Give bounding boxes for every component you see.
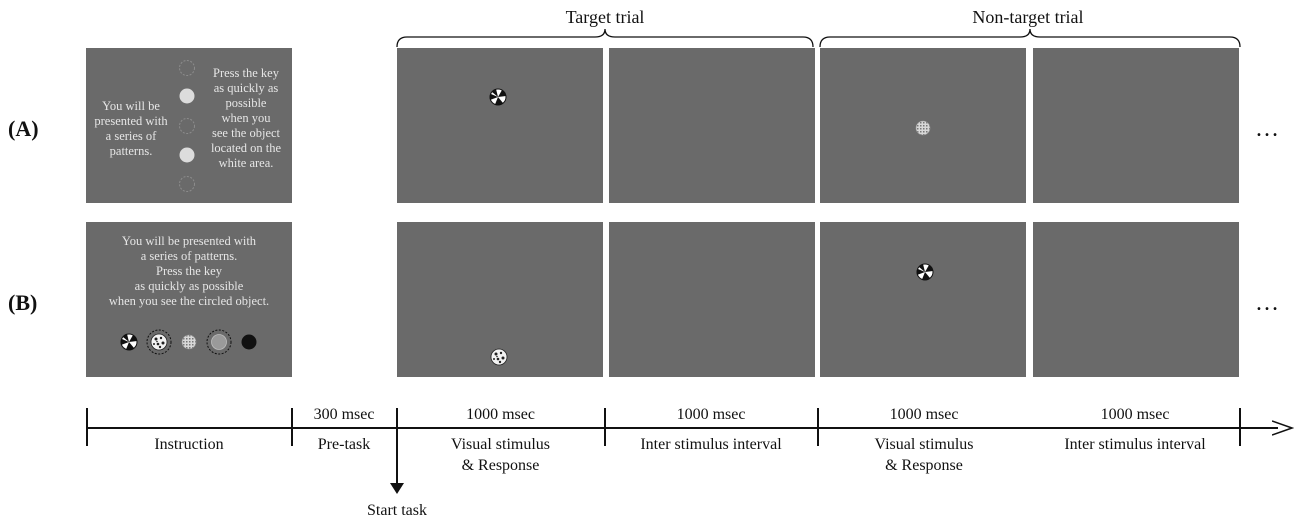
timeline-tick <box>817 408 819 446</box>
row-a-label: (A) <box>8 116 39 141</box>
timeline-tick <box>86 408 88 446</box>
target-trial-label: Target trial <box>565 7 645 27</box>
speckle-stimulus <box>490 348 508 366</box>
row-b-ellipsis: … <box>1255 290 1280 316</box>
timeline-tick <box>1239 408 1241 446</box>
instruction-a-right-text: Press the key as quickly as possible whe… <box>210 66 282 170</box>
hatched-stimulus <box>915 120 931 136</box>
nontarget-trial-label: Non-target trial <box>972 7 1084 27</box>
a-nontarget-isi-panel <box>1033 48 1239 203</box>
duration-label: 1000 msec <box>676 406 746 423</box>
b-nontarget-isi-panel <box>1033 222 1239 377</box>
segment-label-isi: Inter stimulus interval <box>640 436 782 453</box>
timeline-tick <box>604 408 606 446</box>
pinwheel-stimulus <box>916 263 934 281</box>
instruction-panel-b: You will be presented with a series of p… <box>86 222 292 377</box>
row-a-ellipsis: … <box>1255 116 1280 142</box>
b-nontarget-stimulus-panel <box>820 222 1026 377</box>
instruction-panel-a: You will be presented with a series of p… <box>86 48 292 203</box>
pattern-examples <box>120 329 257 355</box>
row-b-label: (B) <box>8 290 38 315</box>
position-markers <box>179 60 195 192</box>
b-target-stimulus-panel <box>397 222 603 377</box>
b-target-isi-panel <box>609 222 815 377</box>
down-arrow-icon <box>390 483 404 494</box>
duration-label: 300 msec <box>313 406 375 423</box>
instruction-b-text: You will be presented with a series of p… <box>108 234 270 308</box>
timeline-arrowhead-icon <box>1272 420 1294 436</box>
timeline-axis <box>86 427 1278 429</box>
segment-label-visual-stimulus: Visual stimulus & Response <box>450 436 551 474</box>
segment-label-visual-stimulus: Visual stimulus & Response <box>874 436 974 474</box>
start-task-arrow-shaft <box>396 408 398 492</box>
a-target-stimulus-panel <box>397 48 603 203</box>
instruction-a-left-text: You will be presented with a series of p… <box>94 99 168 158</box>
duration-label: 1000 msec <box>466 406 535 423</box>
start-task-label: Start task <box>367 502 427 519</box>
segment-label-isi: Inter stimulus interval <box>1064 436 1206 453</box>
a-target-isi-panel <box>609 48 815 203</box>
nontarget-trial-brace <box>819 28 1241 48</box>
timeline-tick <box>291 408 293 446</box>
target-trial-brace <box>396 28 814 48</box>
segment-label-pretask: Pre-task <box>317 436 371 453</box>
a-nontarget-stimulus-panel <box>820 48 1026 203</box>
duration-label: 1000 msec <box>889 406 959 423</box>
segment-label-instruction: Instruction <box>154 436 224 453</box>
pinwheel-stimulus <box>489 88 507 106</box>
duration-label: 1000 msec <box>1100 406 1170 423</box>
